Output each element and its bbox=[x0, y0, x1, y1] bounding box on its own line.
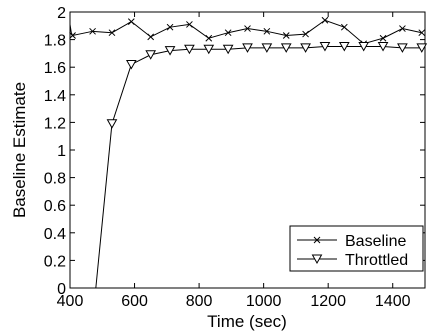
x-axis-label: Time (sec) bbox=[207, 312, 287, 331]
y-tick-label: 1 bbox=[57, 143, 66, 160]
data-point bbox=[145, 50, 157, 60]
series-baseline bbox=[69, 16, 426, 48]
x-tick-label: 800 bbox=[186, 293, 213, 310]
legend: Baseline Throttled bbox=[289, 225, 424, 272]
x-tick-label: 1200 bbox=[310, 293, 346, 310]
data-point bbox=[184, 44, 195, 55]
y-tick-label: 0 bbox=[57, 281, 66, 298]
y-axis-label: Baseline Estimate bbox=[10, 82, 29, 218]
data-point bbox=[358, 42, 370, 52]
y-tick-label: 1.6 bbox=[44, 60, 66, 77]
data-point bbox=[244, 25, 251, 32]
data-point bbox=[263, 27, 271, 35]
x-tick-label: 1400 bbox=[375, 293, 411, 310]
y-tick-label: 0.8 bbox=[44, 171, 66, 188]
y-tick-label: 1.8 bbox=[44, 33, 66, 50]
data-point bbox=[321, 16, 329, 24]
data-point bbox=[302, 30, 309, 38]
x-tick-label: 1000 bbox=[246, 293, 282, 310]
y-tick-label: 0.2 bbox=[44, 253, 66, 270]
legend-label: Throttled bbox=[345, 252, 408, 269]
data-point bbox=[319, 42, 331, 52]
data-point bbox=[416, 43, 428, 53]
axis-ticks: 400 600 800 1000 1200 1400 0 0.2 0.4 0.6 0.8 1 1.2 1.… bbox=[44, 5, 425, 310]
data-point bbox=[377, 42, 389, 52]
legend-box bbox=[289, 225, 424, 272]
series-throttled bbox=[95, 42, 428, 289]
data-point bbox=[397, 43, 408, 53]
data-point bbox=[338, 42, 350, 52]
data-point bbox=[205, 34, 213, 42]
data-point bbox=[203, 44, 215, 55]
data-point bbox=[166, 23, 174, 31]
data-point bbox=[399, 25, 406, 32]
data-point bbox=[379, 34, 387, 42]
data-point bbox=[186, 21, 193, 28]
legend-label: Baseline bbox=[345, 233, 406, 250]
data-point bbox=[125, 59, 137, 70]
data-point bbox=[108, 29, 116, 37]
data-point bbox=[69, 32, 76, 39]
data-point bbox=[340, 23, 348, 31]
data-point bbox=[89, 27, 96, 35]
series-group bbox=[69, 16, 428, 289]
data-point bbox=[418, 29, 426, 37]
series-line bbox=[95, 46, 422, 289]
y-tick-label: 0.4 bbox=[44, 226, 66, 243]
y-tick-label: 0.6 bbox=[44, 198, 66, 215]
x-tick-label: 400 bbox=[57, 293, 84, 310]
y-tick-label: 1.4 bbox=[44, 88, 66, 105]
data-point bbox=[147, 33, 155, 41]
legend-marker bbox=[311, 254, 323, 265]
data-point bbox=[127, 18, 135, 26]
series-line bbox=[69, 19, 422, 45]
data-point bbox=[224, 29, 232, 37]
data-point bbox=[222, 44, 234, 55]
legend-entry: Baseline bbox=[297, 233, 406, 250]
data-point bbox=[300, 43, 311, 53]
legend-marker bbox=[313, 236, 321, 244]
data-point bbox=[242, 43, 253, 53]
data-point bbox=[280, 43, 292, 53]
data-point bbox=[282, 32, 290, 39]
data-point bbox=[164, 46, 176, 56]
data-point bbox=[106, 119, 118, 129]
x-tick-label: 600 bbox=[121, 293, 148, 310]
y-tick-label: 2 bbox=[57, 5, 66, 22]
legend-entry: Throttled bbox=[297, 252, 408, 269]
data-point bbox=[261, 43, 273, 53]
y-tick-label: 1.2 bbox=[44, 115, 66, 132]
